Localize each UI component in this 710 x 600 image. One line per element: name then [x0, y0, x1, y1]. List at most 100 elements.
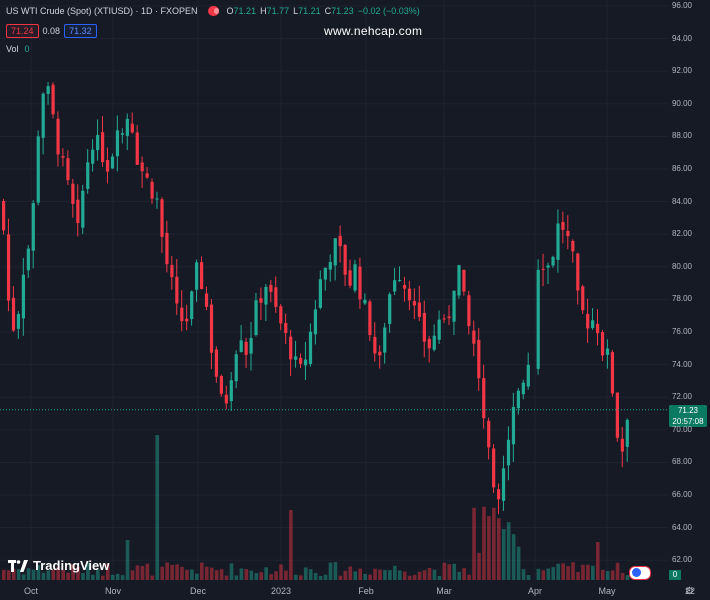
symbol-title[interactable]: US WTI Crude (Spot) (XTIUSD) · 1D · FXOP… [6, 6, 198, 16]
candle-up [249, 337, 253, 354]
price-tick-label: 62.00 [671, 555, 692, 565]
candle-down [224, 394, 228, 404]
volume-bar [323, 574, 328, 580]
ask-button[interactable]: 71.32 [64, 24, 97, 38]
candle-down [51, 84, 55, 115]
candle-up [303, 359, 308, 366]
candle-down [71, 183, 75, 204]
price-tick-label: 72.00 [671, 392, 692, 402]
candle-up [605, 348, 610, 355]
volume-bar [200, 562, 204, 580]
time-tick-label: Dec [189, 586, 207, 596]
candle-up [546, 265, 550, 268]
candle-down [541, 268, 545, 270]
candle-down [11, 297, 16, 331]
candle-down [571, 240, 575, 252]
volume-bar [155, 435, 160, 580]
volume-bar [536, 568, 541, 580]
volume-bar [407, 575, 412, 580]
candle-down [378, 351, 382, 356]
market-status-icon[interactable] [207, 6, 219, 16]
candle-up [501, 468, 506, 501]
candle-down [2, 201, 6, 231]
volume-bar [299, 575, 303, 580]
candle-down [417, 302, 421, 317]
candle-down [279, 306, 283, 324]
tradingview-icon [8, 559, 28, 572]
candle-up [363, 299, 367, 304]
candle-down [566, 230, 570, 237]
volume-bar [81, 572, 85, 580]
volume-bar [71, 563, 75, 580]
price-tick-label: 90.00 [671, 98, 692, 108]
candle-down [497, 489, 501, 500]
volume-bar [432, 569, 437, 580]
candle-down [105, 160, 110, 172]
volume-legend[interactable]: Vol 0 [6, 44, 30, 54]
volume-bar [313, 572, 318, 580]
volume-bar [506, 522, 511, 580]
volume-bar [551, 567, 556, 580]
candle-down [600, 332, 605, 356]
candle-down [561, 222, 565, 230]
candle-down [180, 307, 184, 322]
volume-bar [140, 565, 145, 580]
candle-up [91, 149, 95, 164]
volume-bar [596, 542, 600, 580]
volume-bar [442, 562, 447, 580]
bid-button[interactable]: 71.24 [6, 24, 39, 38]
volume-bar [249, 570, 254, 580]
candle-down [209, 304, 214, 353]
tradingview-logo[interactable]: TradingView [8, 558, 109, 573]
candle-down [576, 253, 580, 291]
volume-bar [239, 568, 244, 580]
volume-bar [51, 569, 56, 580]
volume-bar [294, 574, 298, 580]
candle-up [353, 264, 357, 291]
volume-bar [86, 562, 90, 580]
gear-icon[interactable]: ⚙ [685, 586, 694, 597]
candle-down [620, 438, 624, 452]
volume-bar [477, 552, 481, 580]
volume-bar [6, 570, 11, 580]
volume-bar [600, 569, 605, 580]
candle-down [442, 318, 446, 320]
us-flag-icon[interactable] [629, 566, 651, 580]
price-tick-label: 70.00 [671, 424, 692, 434]
time-tick-label: Mar [436, 586, 452, 596]
price-tick-label: 94.00 [671, 33, 692, 43]
price-tick-label: 64.00 [671, 522, 692, 532]
volume-bar [388, 570, 392, 580]
time-tick-label: 22 [684, 586, 696, 596]
volume-bar [526, 575, 531, 580]
volume-bar [175, 564, 179, 580]
candle-up [313, 309, 318, 335]
candle-down [175, 276, 179, 304]
volume-bar [36, 565, 41, 580]
volume-bar [303, 567, 308, 580]
candle-up [46, 86, 50, 94]
volume-bar [511, 534, 516, 580]
volume-bar [135, 565, 140, 580]
volume-bar [209, 567, 214, 580]
volume-bar [625, 575, 630, 580]
volume-bar [2, 569, 6, 580]
volume-bar [91, 574, 95, 580]
candle-up [120, 133, 124, 135]
price-tick-label: 86.00 [671, 164, 692, 173]
volume-bar [61, 569, 65, 580]
candle-down [259, 298, 263, 303]
spread-value: 0.08 [42, 26, 61, 36]
volume-bar [591, 565, 595, 580]
volume-bar [96, 569, 100, 580]
candle-up [625, 419, 629, 447]
candle-up [452, 290, 456, 322]
candle-down [615, 392, 619, 438]
price-tick-label: 74.00 [671, 359, 692, 369]
candle-down [299, 357, 303, 364]
candle-up [96, 135, 100, 151]
volume-bar [516, 546, 521, 580]
candle-down [135, 132, 139, 165]
candle-down [467, 295, 471, 327]
